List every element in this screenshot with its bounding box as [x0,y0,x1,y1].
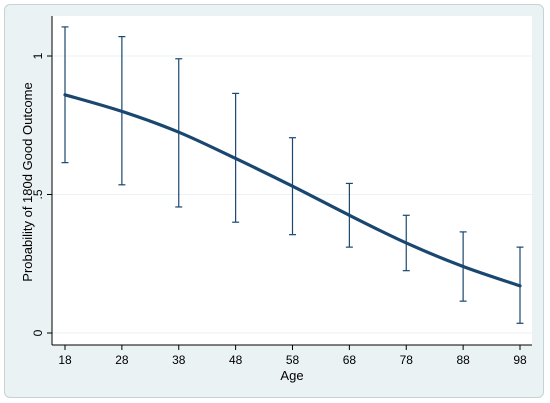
axes [47,16,532,350]
y-axis-title: Probability of 180d Good Outcome [20,82,35,281]
x-tick-label: 48 [229,353,243,367]
x-tick-label: 28 [115,353,129,367]
x-tick-label: 18 [58,353,72,367]
x-tick-label: 88 [456,353,470,367]
x-tick-label: 58 [286,353,300,367]
x-tick-label: 98 [513,353,527,367]
tick-labels: 18 28 38 48 58 68 78 88 98 0 .5 1 [31,52,527,367]
y-tick-label: 1 [31,52,45,59]
x-tick-label: 38 [172,353,186,367]
x-axis-title: Age [280,368,303,383]
x-tick-label: 68 [343,353,357,367]
prediction-line [63,93,522,288]
y-tick-label: .5 [31,189,45,199]
series-line [63,93,522,288]
x-tick-label: 78 [400,353,414,367]
y-tick-label: 0 [31,329,45,336]
